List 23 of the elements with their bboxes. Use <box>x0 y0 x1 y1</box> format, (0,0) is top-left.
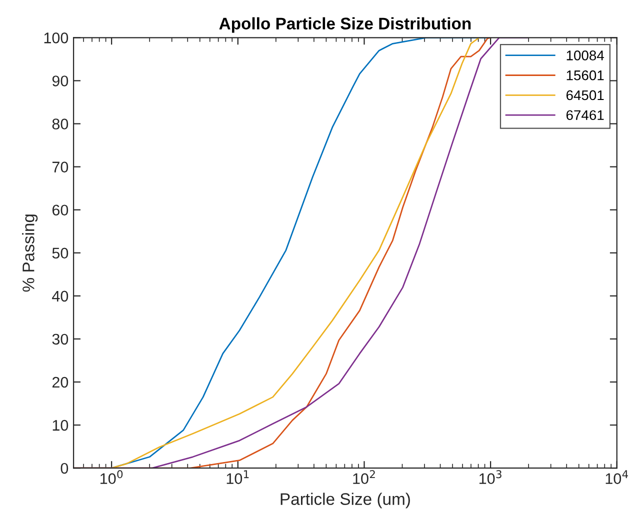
y-tick-label: 10 <box>52 420 68 431</box>
y-tick-label: 40 <box>52 290 68 302</box>
y-tick-label: 60 <box>52 204 68 216</box>
x-tick-label: 10$^{4}$ <box>606 470 628 484</box>
x-tick-label: 10$^{2}$ <box>353 470 375 484</box>
y-axis-title: % Passing <box>22 214 38 292</box>
y-tick-label: 0 <box>60 462 68 474</box>
y-tick-label: 70 <box>52 162 68 172</box>
y-tick-label: 90 <box>52 76 68 86</box>
x-tick-label: 10$^{0}$ <box>100 470 123 484</box>
y-tick-label: 20 <box>52 376 68 388</box>
x-tick-label: 10$^{3}$ <box>479 470 502 484</box>
legend-label: 15601 <box>566 70 604 80</box>
legend-label: 10084 <box>566 50 604 60</box>
y-tick-label: 30 <box>52 334 68 345</box>
legend-label: 67461 <box>566 110 604 120</box>
y-tick-label: 50 <box>52 248 68 259</box>
x-tick-label: 10$^{1}$ <box>226 470 249 484</box>
legend-label: 64501 <box>566 90 604 100</box>
chart-title: Apollo Particle Size Distribution <box>219 17 471 33</box>
y-tick-label: 100 <box>44 32 68 44</box>
x-axis-title: Particle Size (um) <box>280 492 410 508</box>
y-tick-label: 80 <box>52 118 68 130</box>
